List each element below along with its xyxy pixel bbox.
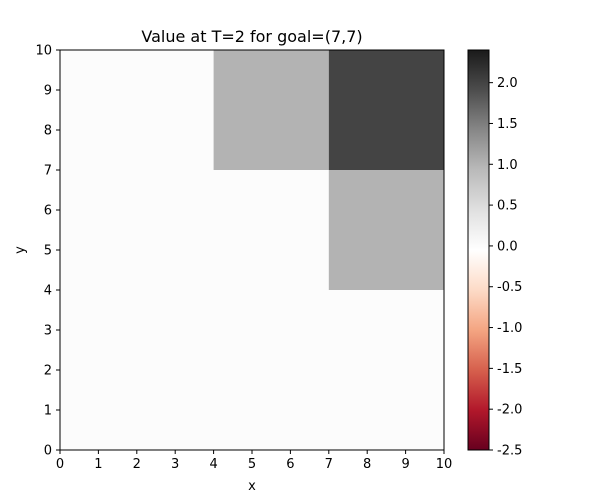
y-tick-label: 0	[44, 444, 52, 459]
colorbar-tick-label: 1.5	[497, 117, 518, 132]
colorbar-tick-label: 0.0	[497, 239, 518, 254]
y-tick-label: 5	[44, 244, 52, 259]
colorbar-tick-label: 1.0	[497, 158, 518, 173]
heatmap-region-2	[328, 170, 444, 290]
x-tick-label: 5	[248, 457, 256, 472]
colorbar-tick-label: 0.5	[497, 199, 518, 214]
x-tick-label: 10	[436, 457, 453, 472]
colorbar-gradient	[467, 49, 490, 451]
heatmap-region-1	[213, 50, 329, 170]
plot-area	[59, 49, 445, 451]
y-tick-label: 2	[44, 364, 52, 379]
heatmap-region-3	[328, 50, 444, 170]
colorbar-tick-label: 2.0	[497, 76, 518, 91]
y-tick-label: 6	[44, 204, 52, 219]
x-axis-label: x	[248, 479, 256, 494]
x-tick-label: 1	[94, 457, 102, 472]
y-tick-label: 8	[44, 124, 52, 139]
y-tick-label: 10	[35, 44, 52, 59]
x-tick-label: 3	[171, 457, 179, 472]
y-tick-label: 4	[44, 284, 52, 299]
chart-title: Value at T=2 for goal=(7,7)	[141, 27, 362, 46]
x-tick-label: 6	[286, 457, 294, 472]
colorbar-tick-label: -1.0	[497, 321, 522, 336]
x-tick-label: 4	[209, 457, 217, 472]
x-tick-label: 2	[133, 457, 141, 472]
x-tick-label: 7	[325, 457, 333, 472]
y-tick-label: 7	[44, 164, 52, 179]
y-axis-label: y	[13, 246, 28, 254]
colorbar-tick-label: -0.5	[497, 280, 522, 295]
x-tick-label: 8	[363, 457, 371, 472]
x-axis: 0 1 2 3 4 5 6 7 8 9 10	[56, 450, 452, 472]
y-tick-label: 9	[44, 84, 52, 99]
x-tick-label: 0	[56, 457, 64, 472]
y-tick-label: 3	[44, 324, 52, 339]
x-tick-label: 9	[401, 457, 409, 472]
colorbar-tick-label: -2.0	[497, 403, 522, 418]
y-axis: 0 1 2 3 4 5 6 7 8 9 10	[35, 44, 60, 459]
colorbar: -2.5 -2.0 -1.5 -1.0 -0.5 0.0 0.5 1.0 1.5 2.0	[467, 49, 522, 459]
colorbar-tick-label: -2.5	[497, 444, 522, 459]
y-tick-label: 1	[44, 404, 52, 419]
colorbar-tick-label: -1.5	[497, 362, 522, 377]
